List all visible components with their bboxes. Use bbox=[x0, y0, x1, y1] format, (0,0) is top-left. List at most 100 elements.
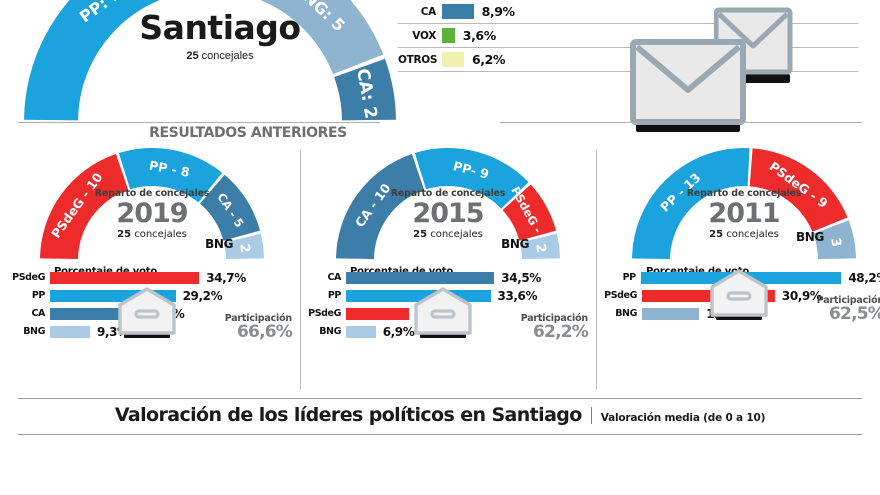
gauge-reparto-label: Reparto de concejales bbox=[686, 188, 802, 199]
city-seats-count: 25 bbox=[186, 50, 199, 62]
panel-bar-fill bbox=[346, 307, 409, 320]
participation-envelope-2011 bbox=[708, 269, 770, 326]
panel-bar-label: PSdeG bbox=[604, 290, 637, 301]
participation-label: Participación bbox=[520, 313, 588, 325]
gauge-arc-2019-ca bbox=[199, 174, 261, 241]
participation-block-2011: Participación 62,5% bbox=[774, 295, 880, 324]
gauge-reparto-label: Reparto de concejales bbox=[94, 188, 210, 199]
panel-bar-row: CA 34,5% bbox=[302, 269, 592, 286]
top-bar-row: VOX 3,6% bbox=[398, 24, 858, 48]
panel-bars-2015: Porcentaje de votoCA 34,5%PP 33,6%PSdeG … bbox=[302, 266, 592, 343]
top-bar-row: CA 8,9% bbox=[398, 0, 858, 24]
top-bar-label: VOX bbox=[412, 29, 436, 42]
gauge-seats: 25 concejales bbox=[117, 229, 187, 240]
gauge-arc-label-2011-bng: 3 bbox=[827, 237, 843, 249]
panel-bar-label: PP bbox=[327, 290, 342, 301]
top-bar-value: 3,6% bbox=[462, 28, 496, 43]
gauge-arc-2019-pp bbox=[118, 148, 223, 203]
participation-block-2015: Participación 62,2% bbox=[478, 313, 589, 343]
gauge-arc-2019-bng bbox=[223, 233, 264, 259]
gauge-outside-label-2015: BNG bbox=[501, 237, 530, 252]
panel-bar-label: BNG bbox=[319, 326, 341, 337]
panel-bar-row: PSdeG 34,7% bbox=[6, 269, 296, 286]
panel-bar-label: PP bbox=[622, 272, 637, 283]
gauge-arc-2011-bng bbox=[813, 220, 856, 259]
panel-bar-label: BNG bbox=[615, 308, 637, 319]
gauge-arc-label-2019-bng: 2 bbox=[236, 243, 252, 254]
city-seats-subtitle: 25 concejales bbox=[120, 50, 320, 62]
participation-value: 62,2% bbox=[533, 322, 589, 343]
bottom-subtitle: Valoración media (de 0 a 10) bbox=[600, 412, 766, 424]
top-bar-fill bbox=[442, 4, 474, 19]
gauge-year: 2019 bbox=[116, 198, 188, 229]
top-bar-fill bbox=[442, 28, 455, 43]
participation-label: Participación bbox=[816, 295, 880, 307]
panel-bar-fill bbox=[50, 325, 90, 338]
envelope-icon bbox=[118, 287, 176, 338]
top-bar-label: CA bbox=[420, 5, 437, 18]
gauge-arc-label-2015-bng: 2 bbox=[532, 243, 548, 254]
top-arc-ca bbox=[334, 58, 396, 121]
panel-bar-fill bbox=[50, 271, 200, 284]
gauge-outside-label-2019: BNG bbox=[205, 237, 234, 252]
top-bar-value: 6,2% bbox=[472, 52, 506, 67]
top-bar-fill bbox=[442, 52, 464, 67]
panel-bar-value: 30,9% bbox=[781, 288, 822, 303]
bottom-divider bbox=[590, 406, 592, 424]
participation-value: 66,6% bbox=[237, 322, 293, 343]
gauge-arc-2011-pp bbox=[632, 148, 750, 259]
gauge-arc-2015-psdeg bbox=[502, 184, 557, 241]
panel-bar-fill bbox=[346, 271, 495, 284]
panel-bar-label: BNG bbox=[23, 326, 45, 337]
top-bar-label: OTROS bbox=[398, 53, 438, 66]
participation-envelope-2015 bbox=[412, 287, 474, 344]
panel-bar-label: CA bbox=[327, 272, 341, 283]
divider-left bbox=[18, 122, 380, 123]
gauge-arc-2015-pp bbox=[414, 148, 529, 209]
envelope-icon bbox=[414, 287, 472, 338]
gauge-arc-2011-psdeg bbox=[749, 148, 848, 232]
envelope-icon-front bbox=[630, 38, 750, 134]
panel-bar-value: 34,5% bbox=[501, 270, 541, 285]
gauge-outside-label-2011: BNG bbox=[795, 230, 825, 245]
top-arc-bng bbox=[260, 0, 384, 75]
gauge-center-2015: Reparto de concejales 2015 25 concejales bbox=[363, 188, 533, 240]
panel-bars-2011: Porcentaje de votoPP 48,2%PSdeG 30,9%BNG… bbox=[598, 266, 880, 324]
city-seats-label: concejales bbox=[201, 50, 254, 62]
panel-bar-label: PSdeG bbox=[12, 272, 45, 283]
panel-bar-row: BNG 6,9% bbox=[302, 323, 592, 340]
gauge-arc-2019-psdeg bbox=[40, 153, 129, 259]
envelope-icon bbox=[710, 269, 768, 320]
city-title: Santiago bbox=[139, 8, 301, 47]
panel-bar-label: PP bbox=[31, 290, 46, 301]
gauge-seats: 25 concejales bbox=[413, 229, 483, 240]
bottom-rule-bottom bbox=[18, 434, 862, 435]
panel-bar-label: CA bbox=[31, 308, 45, 319]
top-donut-svg: PP: 10-11BNG: 5CA: 2 bbox=[24, 0, 396, 121]
top-bar-row: OTROS 6,2% bbox=[398, 48, 858, 72]
panel-bar-fill bbox=[50, 307, 138, 320]
gauge-reparto-label: Reparto de concejales bbox=[390, 188, 506, 199]
gauge-svg-2011: PP - 13 PSdeG - 93 bbox=[632, 148, 856, 259]
panel-bar-value: 29,2% bbox=[182, 288, 223, 303]
section-heading: RESULTADOS ANTERIORES bbox=[149, 125, 347, 141]
panel-bar-value: 48,2% bbox=[848, 270, 880, 285]
panel-bar-label: PSdeG bbox=[308, 308, 341, 319]
panel-bar-value: 34,7% bbox=[206, 270, 246, 285]
panel-separator-2 bbox=[596, 150, 597, 390]
panel-bar-value: 33,6% bbox=[497, 288, 538, 303]
panel-bar-fill bbox=[642, 307, 700, 320]
gauge-center-2019: Reparto de concejales 2019 25 concejales bbox=[67, 188, 237, 240]
panel-bars-2019: Porcentaje de votoPSdeG 34,7%PP 29,2%CA … bbox=[6, 266, 296, 343]
top-seat-donut: PP: 10-11BNG: 5CA: 2 bbox=[0, 0, 420, 122]
divider-right bbox=[500, 122, 862, 123]
participation-envelope-2019 bbox=[116, 287, 178, 344]
